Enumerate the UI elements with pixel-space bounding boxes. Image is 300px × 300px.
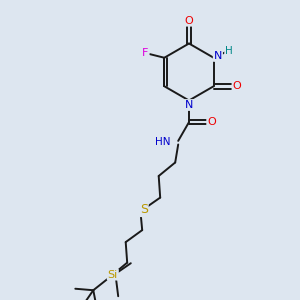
Text: O: O <box>207 117 216 127</box>
Text: HN: HN <box>155 137 170 147</box>
Text: S: S <box>140 203 148 216</box>
Text: Si: Si <box>108 270 118 280</box>
Text: H: H <box>225 46 233 56</box>
Text: F: F <box>142 48 148 58</box>
Text: O: O <box>184 16 194 26</box>
Text: N: N <box>185 100 194 110</box>
Text: O: O <box>233 81 242 91</box>
Text: N: N <box>214 51 222 61</box>
